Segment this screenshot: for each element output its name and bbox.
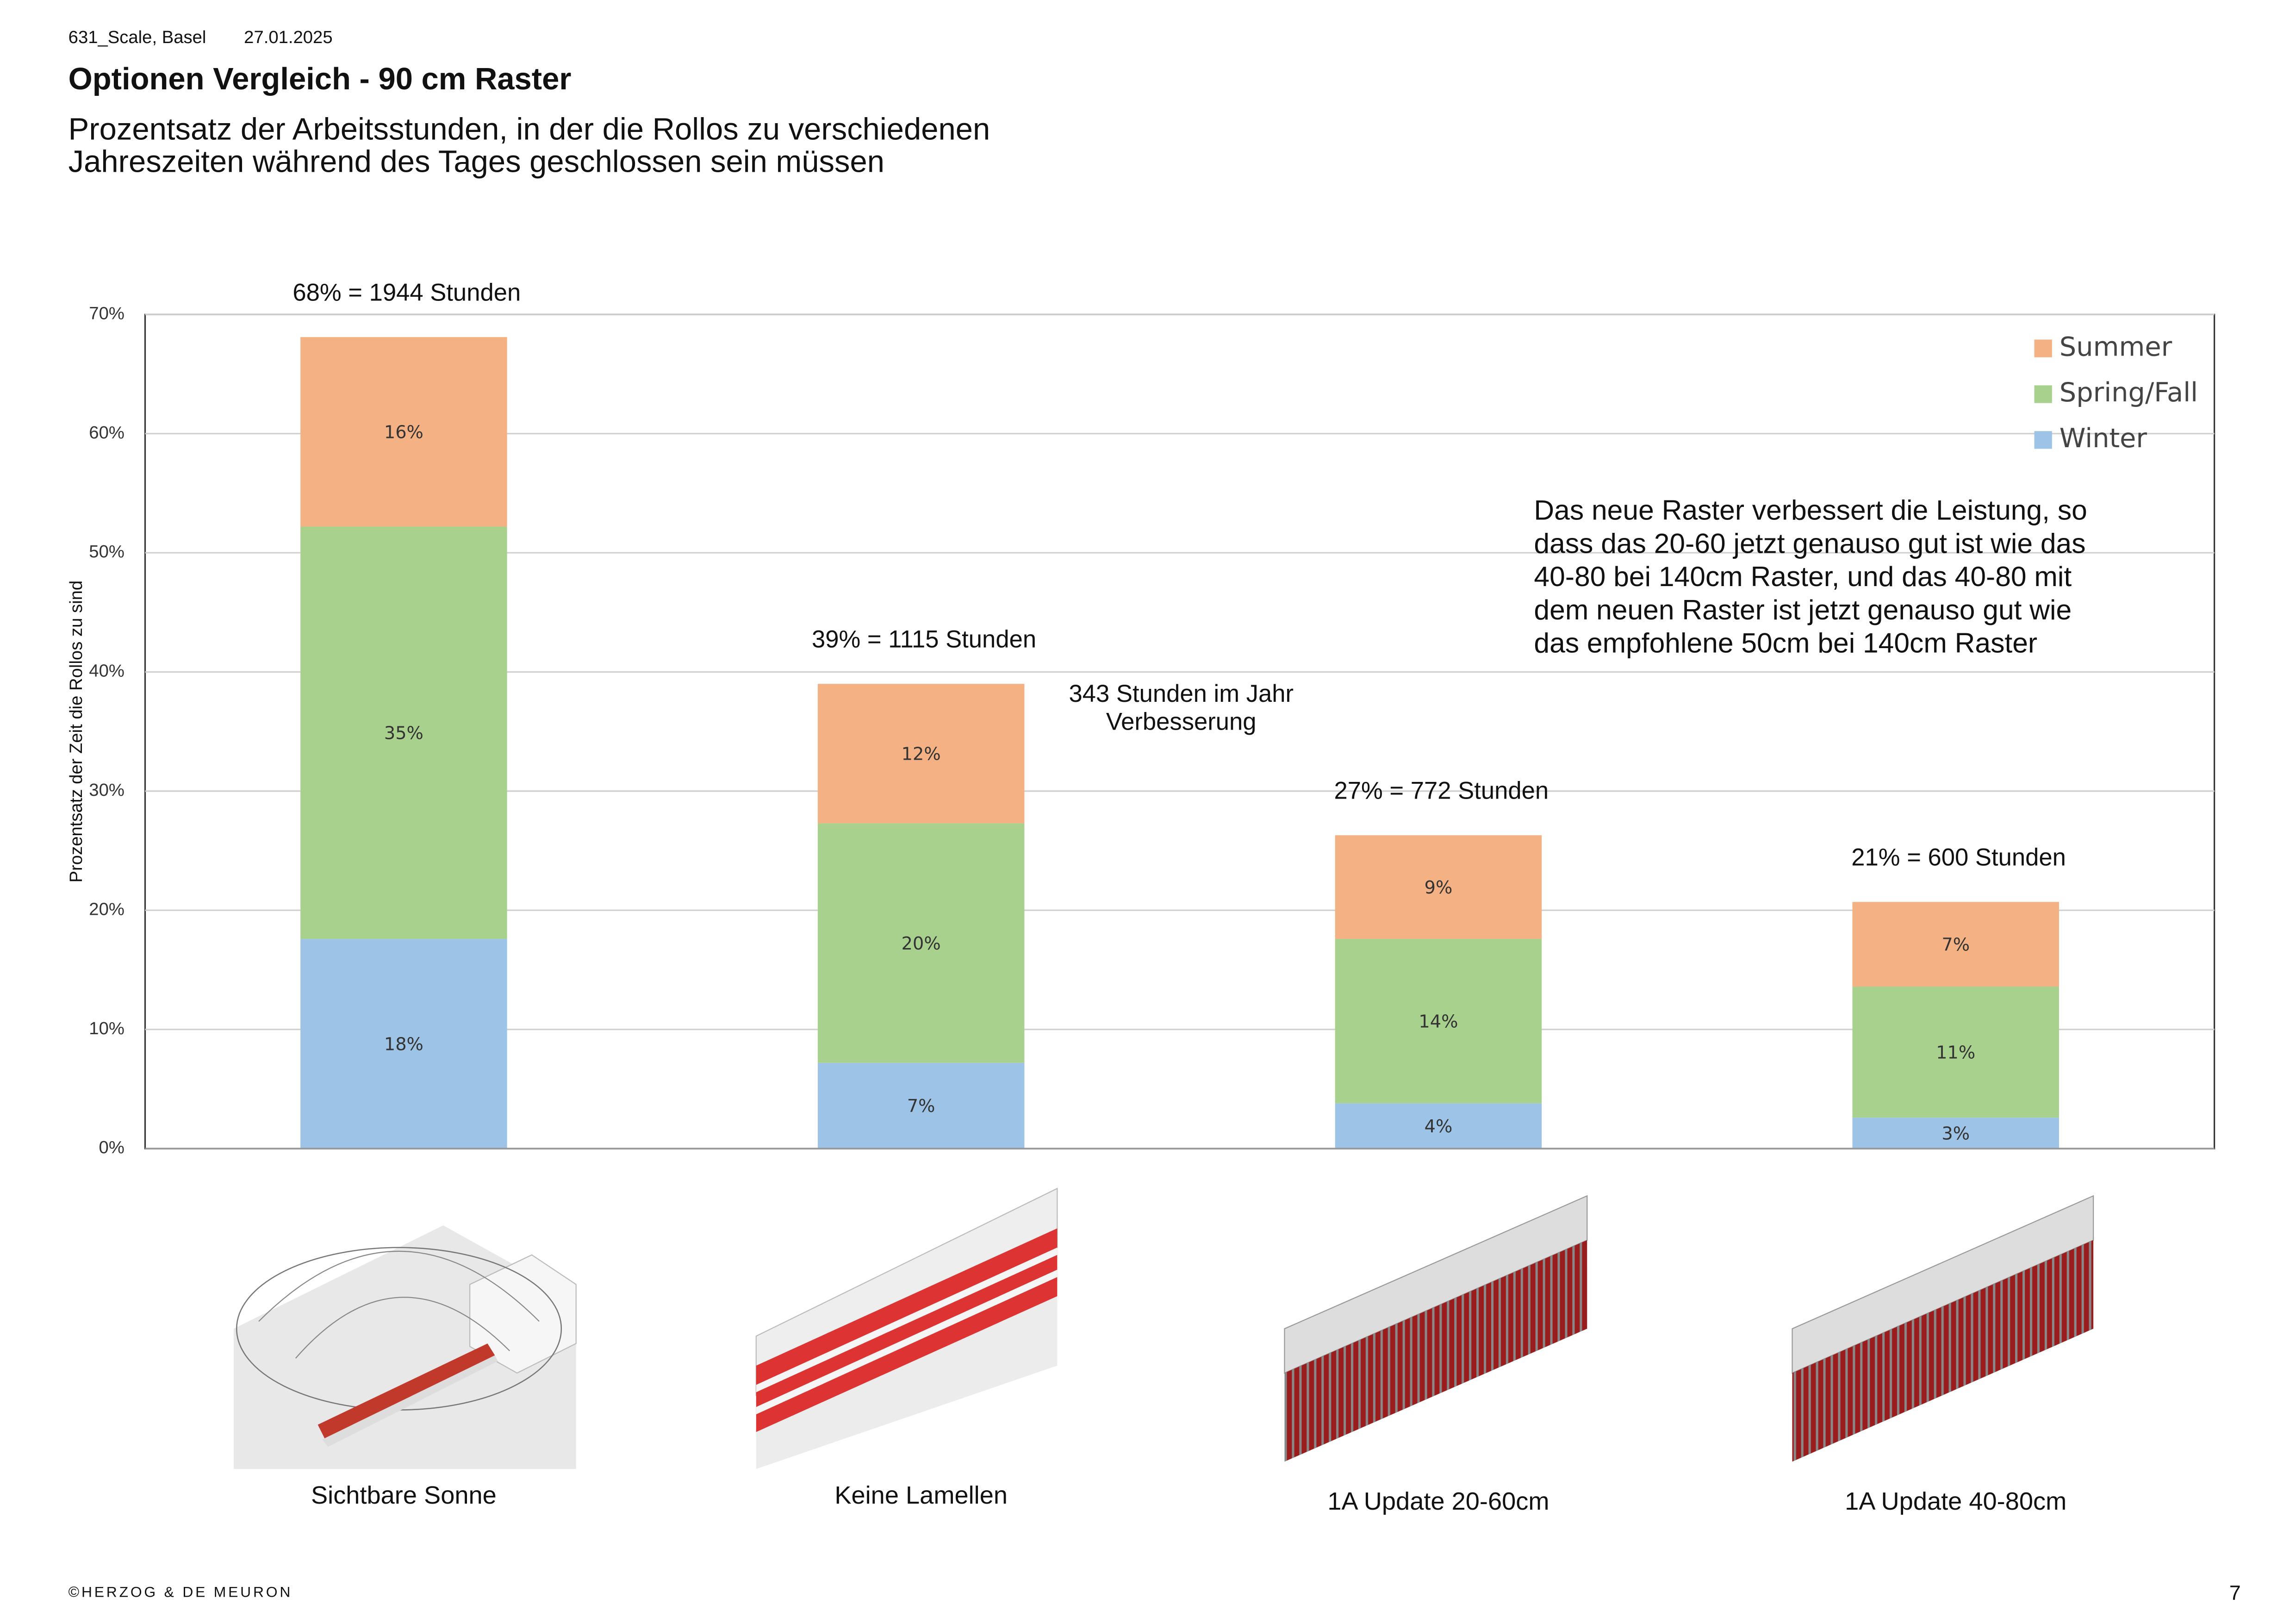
bar-segment [300,337,507,527]
category-label: Sichtbare Sonne [311,1481,497,1509]
date: 27.01.2025 [244,27,332,47]
y-tick-label: 40% [89,661,124,681]
y-tick-label: 70% [89,303,124,323]
image-update-40-80 [1792,1195,2094,1462]
image-sun [233,1225,577,1469]
copyright: ©HERZOG & DE MEURON [68,1583,293,1600]
legend-label: Summer [2060,331,2172,362]
note: dem neuen Raster ist jetzt genauso gut w… [1534,594,2072,625]
data-label: 14% [1419,1011,1458,1032]
bar-segment [1852,902,2059,987]
bar-segment [817,823,1025,1063]
bar-segment [1335,835,1542,939]
legend-swatch [2034,385,2052,403]
y-tick-label: 50% [89,542,124,562]
data-label: 11% [1936,1042,1975,1063]
data-label: 4% [1425,1116,1453,1137]
category-label: 1A Update 20-60cm [1327,1487,1549,1515]
legend-label: Spring/Fall [2060,377,2198,408]
y-tick-label: 20% [89,899,124,919]
arrow-annotation: Verbesserung [1106,708,1257,736]
total-label: 27% = 772 Stunden [1334,777,1549,805]
image-no-slats [755,1187,1058,1469]
bar-segment [300,526,507,939]
y-tick-label: 30% [89,780,124,800]
bar-segment [1852,1118,2059,1149]
legend-swatch [2034,339,2052,357]
data-label: 16% [384,422,423,443]
bar-segment [817,684,1025,824]
bar-segment [1335,939,1542,1104]
data-label: 12% [902,744,941,765]
data-label: 18% [384,1034,423,1055]
data-label: 20% [902,933,941,954]
title: Optionen Vergleich - 90 cm Raster [68,62,572,96]
legend-swatch [2034,431,2052,449]
data-label: 35% [384,723,423,743]
note: 40-80 bei 140cm Raster, und das 40-80 mi… [1534,561,2072,592]
subtitle: Jahreszeiten während des Tages geschloss… [68,144,884,179]
bar-segment [817,1062,1025,1149]
legend-label: Winter [2060,423,2147,454]
note: dass das 20-60 jetzt genauso gut ist wie… [1534,527,2085,559]
note: Das neue Raster verbessert die Leistung,… [1534,494,2087,526]
bar-segment [1335,1103,1542,1149]
image-update-20-60 [1284,1195,1588,1462]
bar-segment [1852,987,2059,1118]
bar-segment [300,939,507,1149]
data-label: 7% [907,1096,935,1117]
y-axis-label: Prozentsatz der Zeit die Rollos zu sind [66,581,86,883]
category-label: Keine Lamellen [834,1481,1008,1509]
category-label: 1A Update 40-80cm [1845,1487,2066,1515]
y-tick-label: 60% [89,423,124,443]
y-tick-label: 10% [89,1018,124,1038]
project: 631_Scale, Basel [68,27,206,47]
total-label: 21% = 600 Stunden [1851,844,2066,871]
data-label: 7% [1941,934,1970,955]
total-label: 68% = 1944 Stunden [292,279,521,306]
arrow-annotation: 343 Stunden im Jahr [1069,680,1294,707]
data-label: 9% [1425,877,1453,898]
subtitle: Prozentsatz der Arbeitsstunden, in der d… [68,112,990,147]
page-number: 7 [2229,1582,2241,1605]
total-label: 39% = 1115 Stunden [812,626,1036,653]
note: das empfohlene 50cm bei 140cm Raster [1534,627,2037,659]
data-label: 3% [1941,1123,1970,1144]
y-tick-label: 0% [99,1137,124,1157]
